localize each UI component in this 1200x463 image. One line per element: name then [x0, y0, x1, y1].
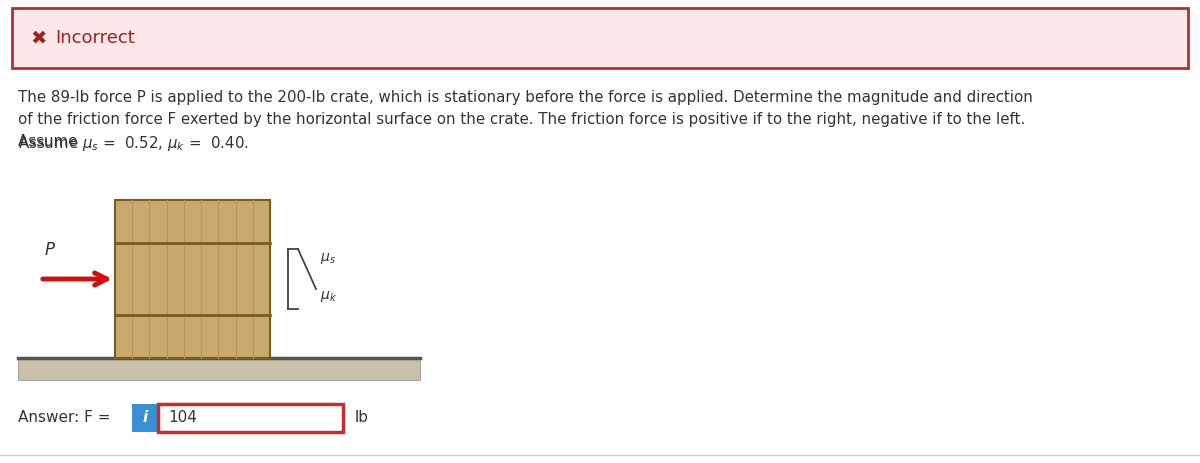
Text: of the friction force F exerted by the horizontal surface on the crate. The fric: of the friction force F exerted by the h…	[18, 112, 1025, 127]
Text: 104: 104	[168, 411, 197, 425]
Text: The 89-lb force P is applied to the 200-lb crate, which is stationary before the: The 89-lb force P is applied to the 200-…	[18, 90, 1033, 105]
Text: $\mu_k$: $\mu_k$	[320, 289, 337, 305]
FancyBboxPatch shape	[12, 8, 1188, 68]
Bar	[115, 200, 270, 358]
Text: $\mu_s$: $\mu_s$	[320, 251, 336, 267]
Text: Answer: F =: Answer: F =	[18, 411, 110, 425]
Bar	[18, 358, 420, 380]
Text: Assume: Assume	[18, 134, 82, 149]
Text: i: i	[143, 411, 148, 425]
Text: ✖: ✖	[30, 29, 47, 48]
Bar	[158, 404, 343, 432]
Text: lb: lb	[355, 411, 370, 425]
Text: Incorrect: Incorrect	[55, 29, 134, 47]
Text: Assume $\mu_s$ =  0.52, $\mu_k$ =  0.40.: Assume $\mu_s$ = 0.52, $\mu_k$ = 0.40.	[18, 134, 248, 153]
Text: P: P	[46, 241, 55, 259]
Bar	[132, 404, 158, 432]
